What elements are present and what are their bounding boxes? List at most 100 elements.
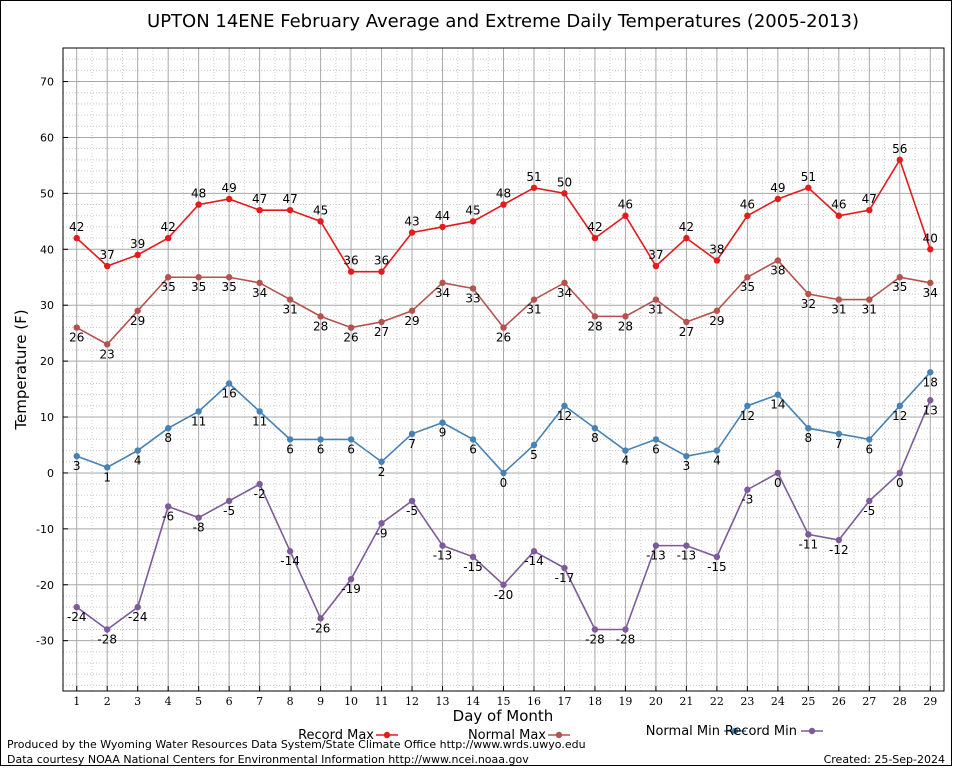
data-point [378,458,385,465]
data-label: -13 [677,549,697,563]
data-point [805,425,812,432]
y-tick-label: 0 [47,467,54,480]
data-point [530,296,538,303]
data-point [134,603,141,611]
data-label: 39 [130,237,145,251]
data-label: 35 [892,280,907,294]
x-tick-label: 9 [317,695,324,708]
data-label: 49 [221,181,236,195]
data-label: 6 [652,442,660,456]
data-label: 0 [774,476,782,490]
data-label: 51 [801,170,816,184]
legend-label: Record Min [725,724,797,739]
data-label: 12 [557,409,572,423]
x-tick-label: 23 [740,695,754,708]
data-point [591,234,599,242]
data-label: 47 [862,192,877,206]
data-point [164,234,172,242]
data-label: -5 [406,504,418,518]
data-label: 32 [801,297,816,311]
data-point [225,497,233,505]
data-point [591,425,599,432]
legend: Record Max Normal Max Normal Min Record Min [298,724,823,743]
data-label: 6 [347,442,355,456]
data-point [805,531,812,538]
data-point [73,603,80,611]
data-point [530,441,538,449]
data-point [347,575,355,583]
legend-label: Normal Max [468,728,546,743]
data-point [195,274,202,281]
data-label: 11 [191,414,206,428]
x-tick-label: 22 [710,695,724,708]
data-point [683,542,690,549]
data-point [73,452,80,460]
data-point [561,402,568,410]
data-label: 13 [923,403,938,417]
x-tick-label: 11 [375,695,389,708]
data-label: 29 [130,314,145,328]
data-label: 27 [679,325,694,339]
data-label: -24 [128,610,148,624]
data-label: 37 [100,248,115,262]
data-label: 51 [526,170,541,184]
data-point [591,313,599,320]
data-point [378,318,385,326]
data-label: 44 [435,209,450,223]
data-point [408,229,416,236]
data-label: -15 [707,560,727,574]
x-tick-label: 13 [436,695,450,708]
y-tick-label: 10 [40,411,54,424]
data-label: 4 [134,454,142,468]
data-label: -8 [193,521,205,535]
data-point [500,324,507,331]
data-point [591,626,599,633]
data-label: 40 [923,231,938,245]
x-tick-label: 24 [771,695,785,708]
data-label: 12 [740,409,755,423]
data-point [347,436,355,443]
data-point [73,324,80,331]
data-point [256,480,263,488]
data-point [104,626,111,633]
data-point [225,195,233,203]
x-tick-label: 20 [649,695,663,708]
x-tick-label: 12 [405,695,419,708]
data-point [256,408,263,415]
data-point [561,564,568,572]
legend-marker [555,731,563,739]
y-tick-label: 70 [40,76,54,89]
data-label: -28 [97,632,117,646]
data-point [134,251,141,259]
data-label: 35 [161,280,176,294]
x-tick-label: 8 [287,695,294,708]
data-label: 31 [648,303,663,317]
data-point [469,436,477,443]
grid-lines [63,47,944,691]
data-label: 9 [439,426,447,440]
data-label: 18 [923,375,938,389]
data-label: -17 [555,571,575,585]
data-point [439,419,446,426]
legend-marker [383,731,391,739]
x-tick-label: 7 [256,695,263,708]
data-label: 29 [709,314,724,328]
data-point [500,469,507,477]
y-tick-label: 60 [40,131,54,144]
data-point [652,436,660,443]
data-label: 29 [404,314,419,328]
data-point [73,234,80,242]
data-label: -6 [162,509,174,523]
data-point [317,436,324,443]
data-point [225,380,233,387]
legend-marker [731,727,739,735]
data-point [744,212,751,219]
data-point [500,581,507,588]
data-point [896,156,903,164]
x-tick-label: 19 [618,695,632,708]
data-label: 4 [713,454,721,468]
data-point [286,206,294,214]
data-label: 42 [69,220,84,234]
data-point [134,447,141,454]
